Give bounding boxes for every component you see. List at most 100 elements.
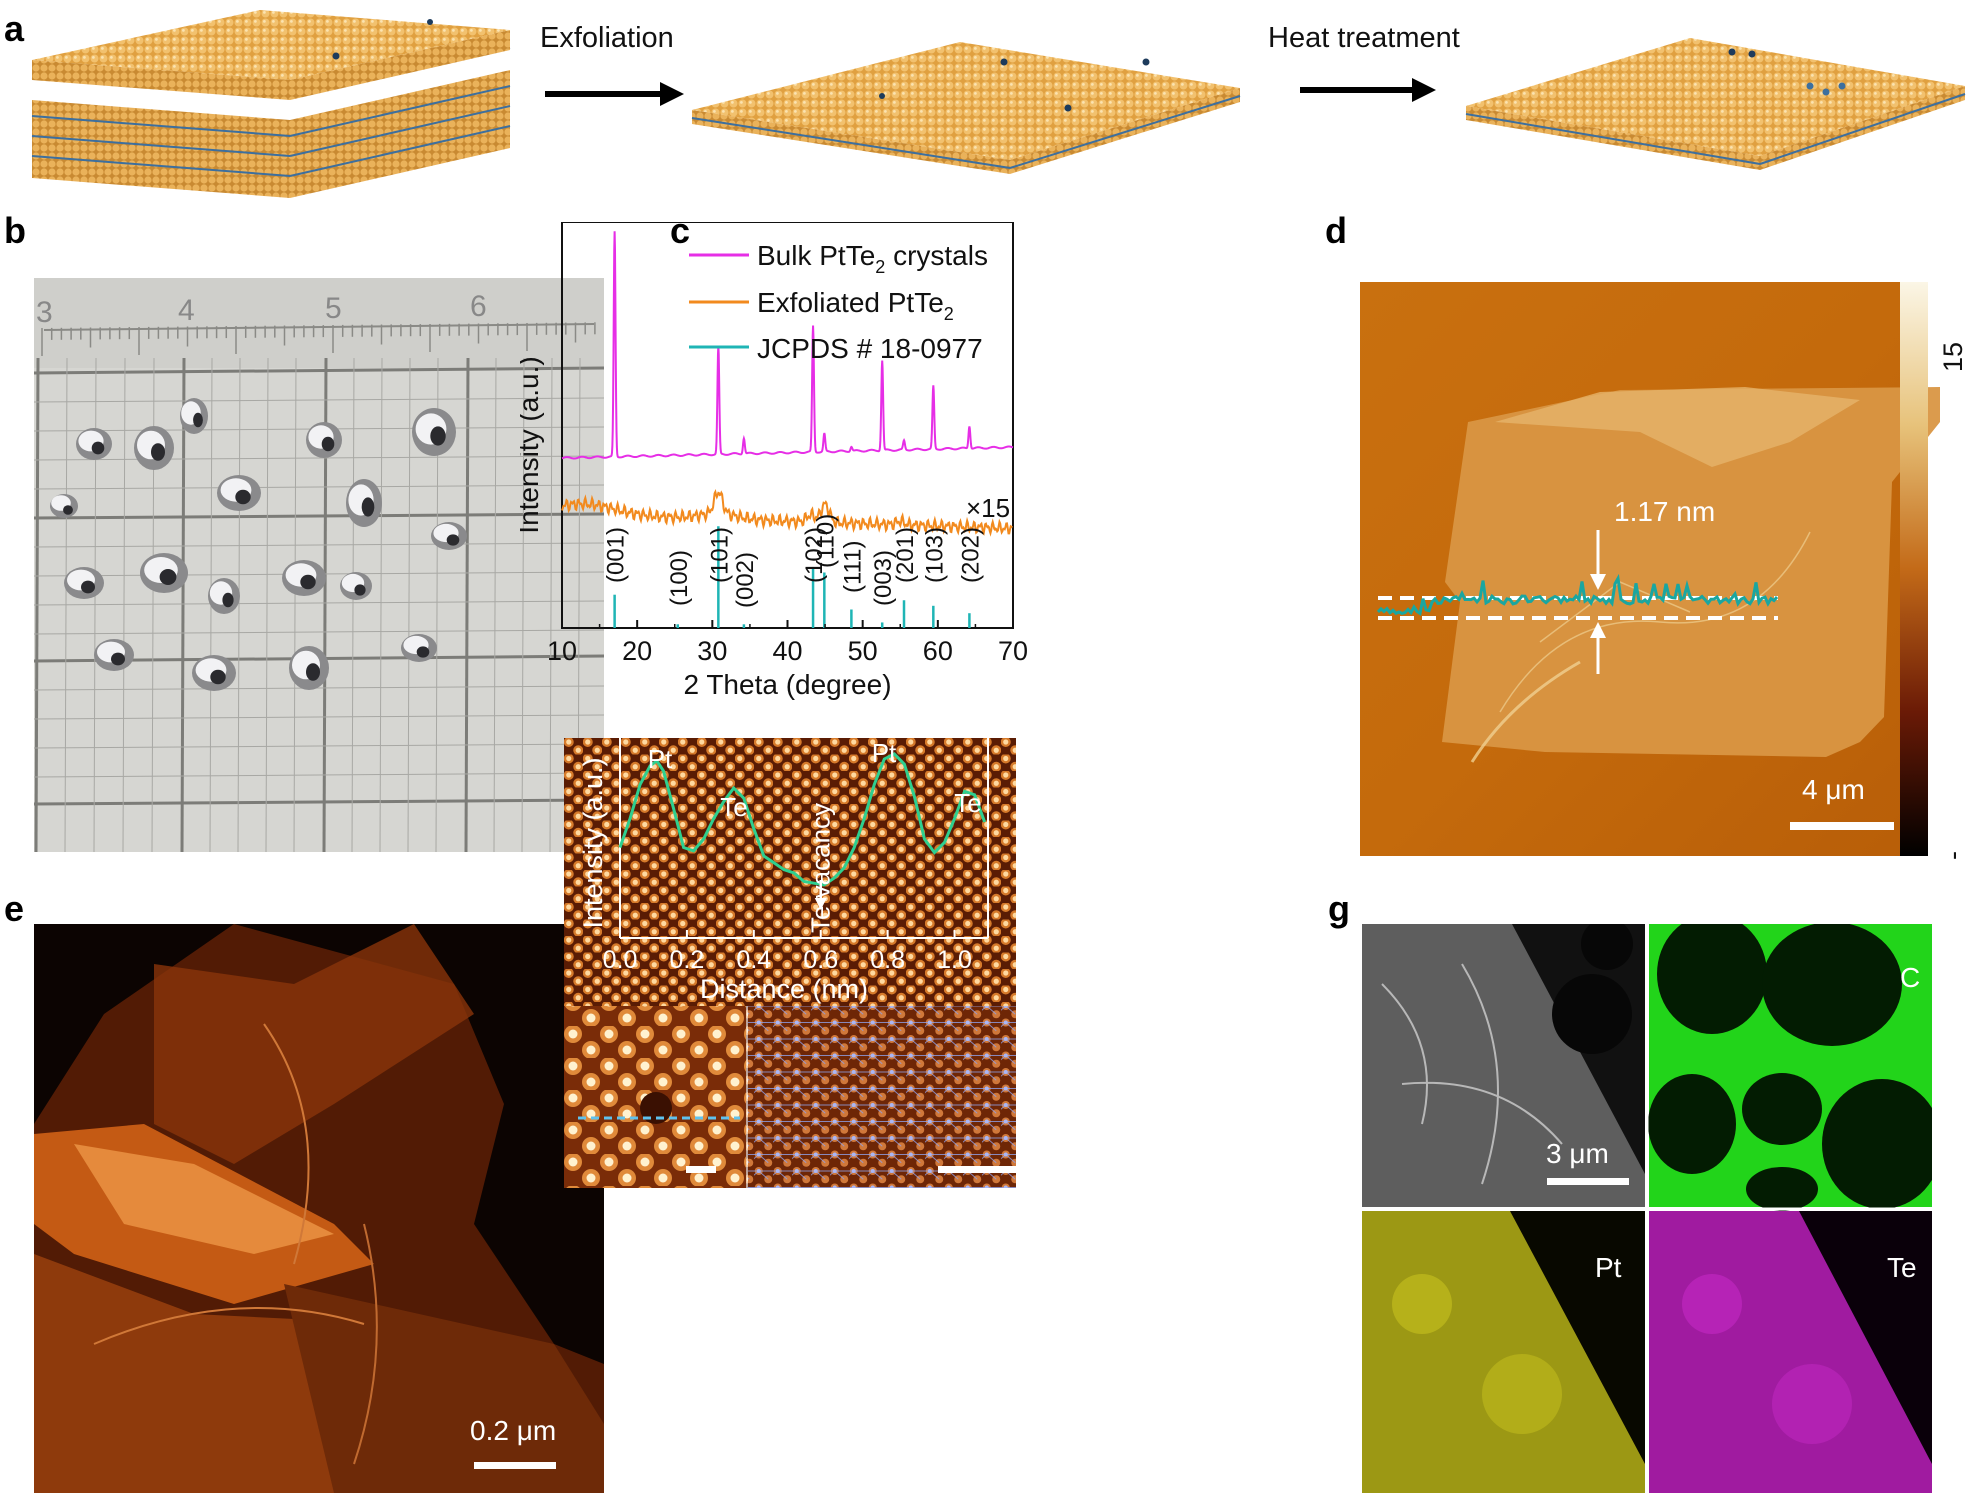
panel-b-photo	[34, 278, 604, 852]
eds-label-carbon: C	[1900, 962, 1921, 993]
crystal-flake	[180, 398, 208, 434]
xrd-xtick-label: 30	[697, 636, 727, 666]
profile-xtick-label: 1.0	[937, 946, 972, 974]
profile-xlabel: Distance (nm)	[700, 974, 868, 1004]
legend-reference: JCPDS # 18-0977	[757, 333, 983, 364]
main-scale-label: 1 nm	[1180, 1415, 1243, 1446]
xrd-xlabel: 2 Theta (degree)	[683, 669, 891, 700]
afm-colorbar	[1900, 282, 1928, 856]
profile-curve	[618, 752, 987, 887]
panel-d-afm	[1360, 282, 1940, 856]
ruler-number-6: 6	[470, 290, 487, 323]
panel-e-haadf-image	[34, 924, 604, 1493]
reflection-label: (103)	[921, 527, 948, 583]
legend-exfoliated: Exfoliated PtTe2	[757, 287, 954, 324]
crystal-flake	[306, 422, 342, 458]
reflection-label: (201)	[892, 527, 919, 583]
afm-nanosheet	[1442, 387, 1940, 757]
afm-scale-bar	[1790, 822, 1894, 830]
xrd-legend: Bulk PtTe2 crystals Exfoliated PtTe2 JCP…	[689, 240, 988, 364]
profile-xtick-label: 0.2	[670, 946, 705, 974]
crystal-flake	[134, 426, 174, 470]
ptte2-crystal-flakes	[50, 398, 467, 691]
eds-label-tellurium: Te	[1887, 1252, 1917, 1283]
reflection-label: (002)	[732, 552, 759, 608]
panel-label-a: a	[4, 8, 25, 49]
panel-label-d: d	[1325, 210, 1347, 251]
eds-scale-bar	[1547, 1178, 1629, 1185]
panel-label-b: b	[4, 210, 26, 251]
tem-scale-bar	[474, 1462, 556, 1469]
panel-label-e: e	[4, 888, 25, 929]
exfoliation-label: Exfoliation	[540, 22, 674, 54]
legend-bulk: Bulk PtTe2 crystals	[757, 240, 988, 277]
hrtem-lattice-overlay	[748, 1006, 1016, 1188]
xrd-xtick-label: 40	[772, 636, 802, 666]
reflection-label: (001)	[603, 527, 630, 583]
xrd-xtick-label: 70	[998, 636, 1028, 666]
crystal-flake	[208, 578, 240, 614]
xrd-series-bulk	[561, 231, 1014, 460]
profile-xtick-label: 0.0	[603, 946, 638, 974]
te-vacancy-arrowhead	[814, 898, 827, 910]
xrd-scale-note: ×15	[966, 493, 1010, 523]
panel-label-c: c	[670, 210, 691, 251]
reflection-label: (102)	[801, 527, 828, 583]
profile-peak-label: Pt	[648, 744, 673, 774]
crystal-flake	[50, 494, 78, 518]
eds-label-platinum: Pt	[1595, 1252, 1622, 1283]
xrd-series-exfoliated	[561, 488, 1013, 537]
xrd-xtick-label: 20	[622, 636, 652, 666]
crystal-flake	[289, 646, 329, 690]
ruler-number-3: 3	[36, 296, 53, 329]
crystal-flake	[76, 428, 112, 460]
bulk-crystal-stack	[31, 10, 511, 198]
crystal-flake	[412, 408, 456, 456]
eds-scale-label: 3 μm	[1546, 1138, 1609, 1169]
crystal-flake	[431, 522, 467, 550]
crystal-flake	[346, 479, 382, 527]
inset-scale-label: 0.2 nm	[838, 1415, 924, 1446]
profile-peak-label: Te	[720, 792, 747, 822]
ruler-number-5: 5	[325, 292, 342, 325]
reflection-labels: (001) (100) (101)(002) (102)(110) (111) (003)…	[603, 514, 985, 608]
crystal-flake	[64, 567, 104, 599]
reflection-label: (202)	[957, 527, 984, 583]
crystal-flake	[340, 572, 372, 600]
exfoliated-monolayer	[691, 42, 1241, 174]
colorbar-top-label: 15 nm	[1938, 341, 1968, 372]
profile-xtick-label: 0.8	[870, 946, 905, 974]
colorbar-bottom-label: - 15	[1938, 851, 1968, 860]
reflection-label: (100)	[666, 550, 693, 606]
panel-a-schematic	[31, 10, 1966, 198]
xrd-xtick-label: 50	[848, 636, 878, 666]
main-scale-bar	[938, 1166, 1016, 1173]
xrd-xtick-label: 10	[547, 636, 577, 666]
panel-c-xrd-chart: 10 20 30 40 50 60 70 2 Theta (degree) Intensit…	[520, 222, 1028, 700]
panel-label-g: g	[1328, 888, 1350, 929]
reflection-label: (003)	[870, 550, 897, 606]
te-vacancy-label: Te vacancy	[806, 803, 836, 933]
profile-peak-label: Pt	[872, 738, 897, 768]
crystal-flake	[401, 634, 437, 662]
reflection-label: (101)	[706, 527, 733, 583]
crystal-flake	[94, 639, 134, 671]
xrd-xtick-label: 60	[923, 636, 953, 666]
inset-scale-bar	[686, 1166, 716, 1173]
crystal-flake	[140, 553, 188, 593]
xrd-ylabel: Intensity (a.u.)	[520, 356, 544, 533]
crystal-flake	[282, 560, 326, 596]
ruler-number-4: 4	[178, 294, 195, 327]
crystal-flake	[217, 475, 261, 511]
panel-f-hrtem: 0.0 0.2 0.4 0.6 0.8 1.0 Distance (nm) Intensity…	[564, 738, 1016, 1188]
profile-xtick-label: 0.6	[803, 946, 838, 974]
afm-height-profile	[1376, 573, 1779, 616]
heat-treated-monolayer	[1465, 38, 1966, 170]
crystal-flake	[192, 655, 236, 691]
profile-xtick-label: 0.4	[736, 946, 771, 974]
heat-treatment-label: Heat treatment	[1268, 22, 1460, 54]
profile-ylabel: Intensity (a.u.)	[578, 757, 608, 928]
reflection-label: (111)	[839, 541, 866, 593]
afm-scale-label: 4 μm	[1802, 774, 1865, 805]
tem-scale-label: 0.2 μm	[470, 1415, 557, 1446]
